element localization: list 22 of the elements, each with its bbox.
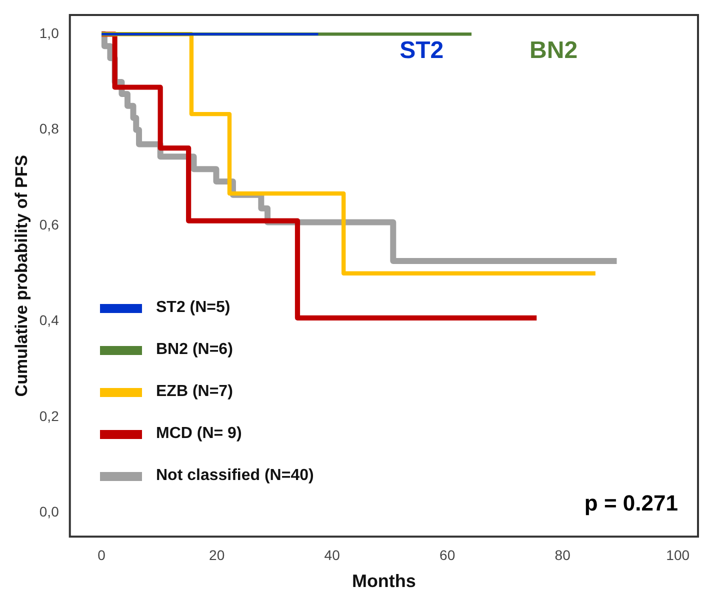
legend-label: Not classified (N=40) (156, 467, 314, 485)
y-tick-label: 0,8 (39, 120, 60, 137)
y-tick-label: 0,2 (39, 408, 60, 424)
y-tick-label: 0,6 (39, 216, 60, 232)
x-tick-label: 60 (440, 546, 456, 563)
annotation: BN2 (530, 37, 578, 64)
x-tick-label: 100 (666, 546, 690, 563)
legend-label: EZB (N=7) (156, 383, 233, 401)
legend-label: BN2 (N=6) (156, 341, 233, 359)
x-tick-label: 40 (324, 546, 340, 563)
annotation: p = 0.271 (584, 490, 678, 516)
y-axis-title: Cumulative probability of PFS (12, 154, 31, 397)
x-tick-label: 80 (554, 546, 571, 563)
legend-label: MCD (N= 9) (156, 425, 242, 443)
x-axis-title: Months (352, 571, 416, 592)
x-tick-label: 20 (209, 546, 225, 563)
y-tick-label: 0,0 (39, 504, 60, 520)
y-tick-label: 1,0 (39, 25, 60, 41)
x-tick-label: 0 (98, 546, 106, 563)
y-tick-label: 0,4 (39, 312, 60, 328)
legend-label: ST2 (N=5) (156, 299, 230, 317)
annotation: ST2 (400, 37, 444, 64)
